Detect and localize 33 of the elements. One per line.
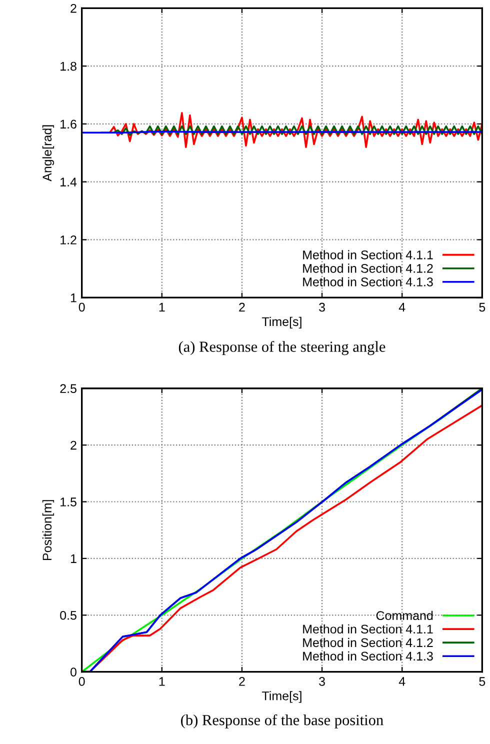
x-tick-label: 2 — [239, 677, 245, 686]
x-tick-label: 0 — [78, 677, 85, 686]
x-tick-label: 3 — [319, 302, 325, 312]
text: (a) Response of the steering angle — [178, 341, 386, 356]
x-tick-label: 5 — [479, 302, 486, 312]
y-axis-title: Angle[rad] — [42, 125, 54, 182]
x-axis-title: Time[s] — [262, 316, 302, 329]
legend-label: Method in Section 4.1.1 — [303, 250, 433, 260]
y-tick-label: 1.6 — [60, 120, 76, 129]
x-tick-label: 0 — [78, 302, 85, 312]
y-tick-label: 1.8 — [60, 62, 76, 71]
y-tick-label: 2.5 — [60, 384, 76, 394]
y-tick-label: 1 — [70, 554, 76, 563]
x-tick-label: 1 — [159, 302, 165, 312]
y-tick-label: 0 — [70, 668, 76, 676]
legend-label: Method in Section 4.1.3 — [303, 277, 433, 286]
y-axis-title: Position[m] — [42, 500, 54, 560]
y-tick-label: 1.2 — [60, 236, 76, 244]
legend-label: Method in Section 4.1.2 — [303, 264, 433, 273]
text: (b) Response of the base position — [181, 714, 384, 728]
x-tick-label: 2 — [239, 302, 245, 312]
x-tick-label: 4 — [398, 677, 406, 686]
x-tick-label: 3 — [319, 677, 325, 686]
x-tick-label: 1 — [159, 677, 165, 686]
y-tick-label: 1.5 — [60, 498, 76, 506]
x-axis-title: Time[s] — [262, 691, 302, 703]
x-tick-label: 4 — [398, 302, 406, 312]
y-tick-label: 1 — [70, 294, 76, 302]
x-tick-label: 5 — [479, 677, 486, 686]
y-tick-label: 2 — [70, 440, 76, 450]
y-tick-label: 0.5 — [60, 610, 76, 620]
y-tick-label: 1.4 — [60, 178, 77, 186]
y-tick-label: 2 — [70, 4, 76, 13]
